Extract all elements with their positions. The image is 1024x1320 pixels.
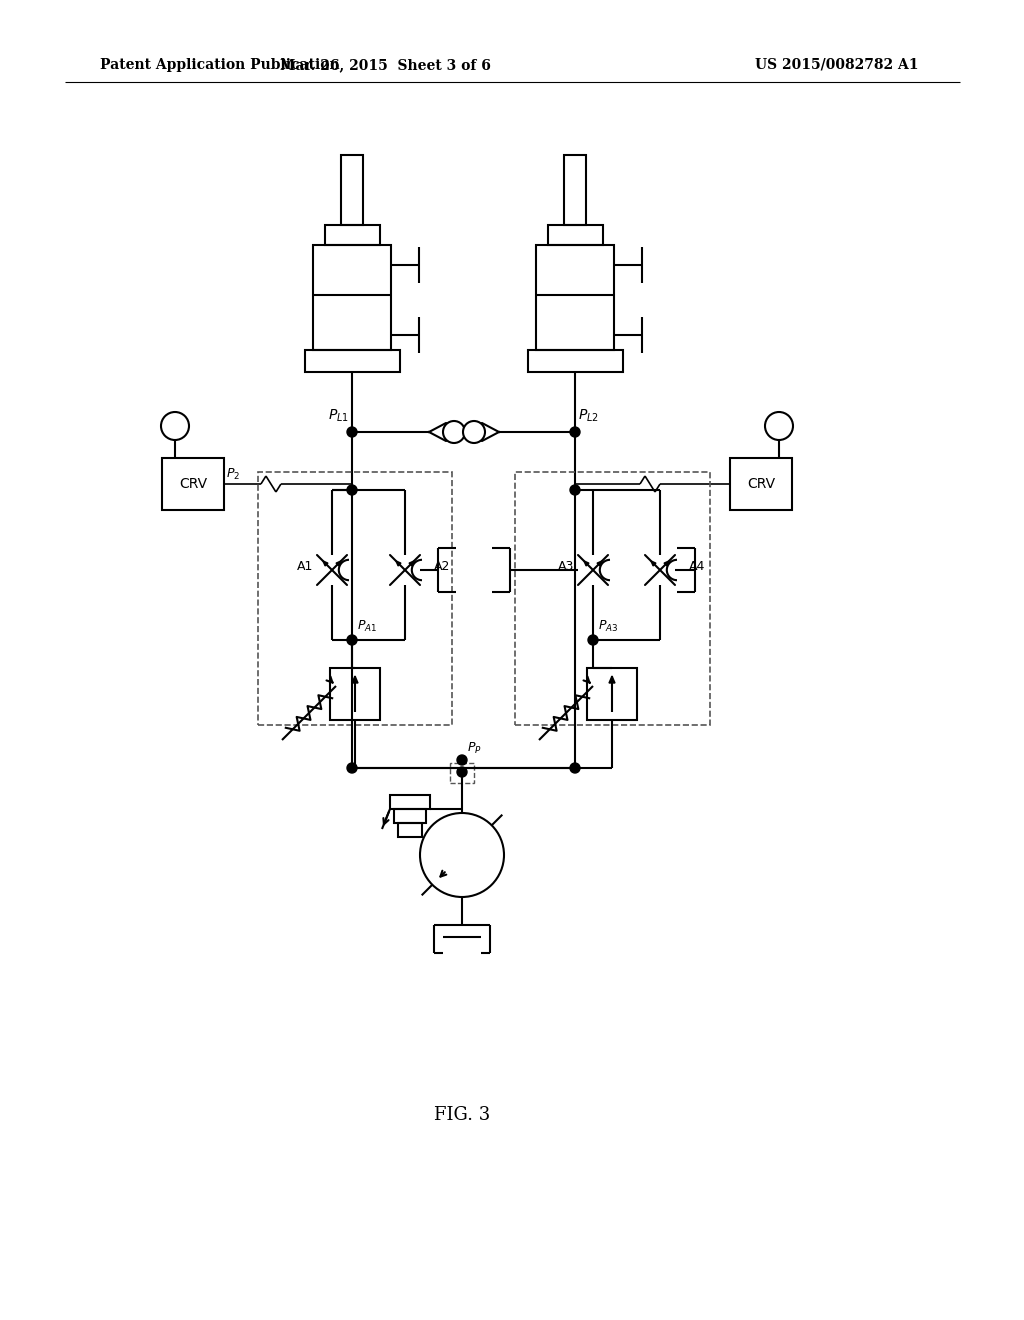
Polygon shape: [396, 561, 401, 566]
Circle shape: [420, 813, 504, 898]
Polygon shape: [597, 561, 602, 566]
Text: $P_2$: $P_2$: [226, 466, 241, 482]
Circle shape: [347, 635, 357, 645]
Bar: [564, 154, 586, 224]
Bar: [587, 668, 637, 719]
Polygon shape: [409, 561, 414, 566]
Bar: [305, 350, 400, 372]
Bar: [528, 350, 623, 372]
Bar: [341, 154, 362, 224]
Circle shape: [347, 763, 357, 774]
Bar: [536, 246, 614, 350]
Polygon shape: [452, 843, 472, 866]
Circle shape: [570, 484, 580, 495]
Bar: [450, 763, 474, 783]
Bar: [398, 822, 422, 837]
Polygon shape: [323, 561, 328, 566]
Text: A4: A4: [689, 560, 706, 573]
Bar: [313, 246, 391, 350]
Text: $P_{A3}$: $P_{A3}$: [598, 619, 618, 634]
Text: $P_P$: $P_P$: [467, 741, 482, 755]
Polygon shape: [352, 676, 358, 682]
Circle shape: [570, 426, 580, 437]
Text: CRV: CRV: [746, 477, 775, 491]
Circle shape: [347, 484, 357, 495]
Polygon shape: [651, 561, 656, 566]
Circle shape: [443, 421, 465, 444]
Bar: [548, 224, 603, 246]
Polygon shape: [584, 561, 589, 566]
Circle shape: [161, 412, 189, 440]
Bar: [515, 473, 710, 725]
Bar: [330, 668, 380, 719]
Circle shape: [347, 426, 357, 437]
Circle shape: [457, 755, 467, 766]
Polygon shape: [664, 561, 669, 566]
Circle shape: [588, 635, 598, 645]
Polygon shape: [336, 561, 341, 566]
Bar: [325, 224, 380, 246]
Bar: [258, 473, 452, 725]
Text: FIG. 3: FIG. 3: [434, 1106, 490, 1125]
Circle shape: [463, 421, 485, 444]
Circle shape: [457, 767, 467, 777]
Bar: [730, 458, 792, 510]
Text: A1: A1: [297, 560, 313, 573]
Text: US 2015/0082782 A1: US 2015/0082782 A1: [755, 58, 919, 73]
Polygon shape: [609, 676, 615, 682]
Text: Patent Application Publication: Patent Application Publication: [100, 58, 340, 73]
Bar: [394, 809, 426, 822]
Text: Mar. 26, 2015  Sheet 3 of 6: Mar. 26, 2015 Sheet 3 of 6: [280, 58, 490, 73]
Text: A3: A3: [558, 560, 574, 573]
Text: CRV: CRV: [179, 477, 207, 491]
Text: $P_{A1}$: $P_{A1}$: [357, 619, 377, 634]
Text: $P_{L2}$: $P_{L2}$: [578, 408, 599, 424]
Text: $P_{L1}$: $P_{L1}$: [328, 408, 349, 424]
Circle shape: [765, 412, 793, 440]
Bar: [390, 795, 430, 809]
Bar: [162, 458, 224, 510]
Circle shape: [570, 763, 580, 774]
Text: A2: A2: [434, 560, 451, 573]
